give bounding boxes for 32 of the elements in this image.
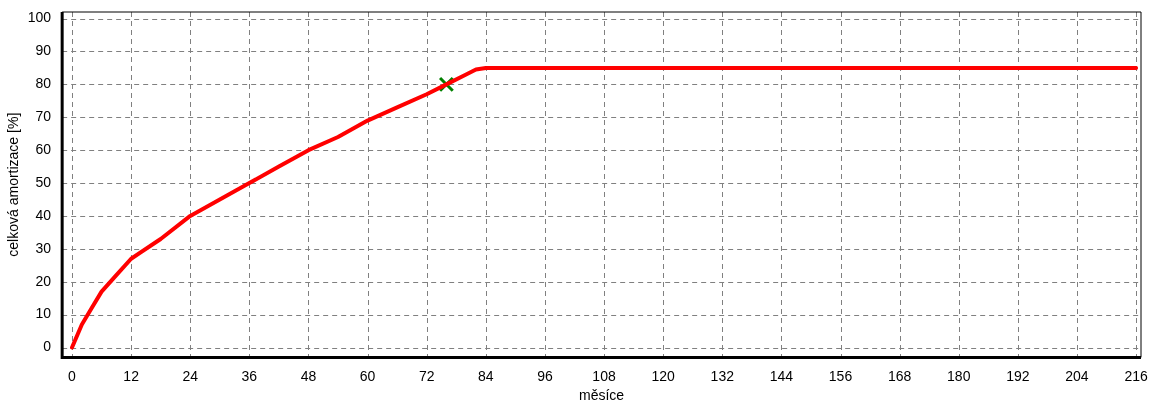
y-tick-label: 30: [35, 239, 52, 256]
x-tick-label: 72: [418, 367, 435, 384]
y-tick-label: 60: [35, 141, 52, 158]
y-tick-label: 20: [35, 272, 52, 289]
x-tick-label: 132: [710, 367, 735, 384]
y-tick-label: 10: [35, 305, 52, 322]
x-tick-label: 24: [182, 367, 199, 384]
x-tick-label: 60: [359, 367, 376, 384]
y-tick-label: 80: [35, 75, 52, 92]
x-tick-label: 36: [241, 367, 258, 384]
x-axis-title: měsíce: [579, 387, 625, 404]
y-tick-label: 50: [35, 173, 52, 190]
y-tick-label: 90: [35, 42, 52, 59]
x-tick-label: 0: [68, 367, 77, 384]
y-tick-label: 70: [35, 108, 52, 125]
x-tick-label: 84: [478, 367, 494, 384]
x-tick-label: 96: [537, 367, 553, 384]
x-tick-label: 144: [769, 367, 794, 384]
x-tick-label: 204: [1065, 367, 1089, 384]
y-tick-label: 40: [35, 206, 52, 223]
x-tick-label: 156: [828, 367, 853, 384]
y-tick-label: 0: [43, 338, 52, 355]
x-tick-label: 168: [887, 367, 912, 384]
x-tick-label: 120: [651, 367, 676, 384]
x-tick-label: 192: [1006, 367, 1030, 384]
y-tick-label: 100: [27, 9, 52, 26]
x-tick-label: 180: [947, 367, 971, 384]
y-axis-title: celková amortizace [%]: [5, 112, 22, 257]
x-tick-label: 108: [592, 367, 616, 384]
x-tick-label: 12: [123, 367, 140, 384]
x-tick-label: 216: [1124, 367, 1148, 384]
x-tick-label: 48: [300, 367, 317, 384]
